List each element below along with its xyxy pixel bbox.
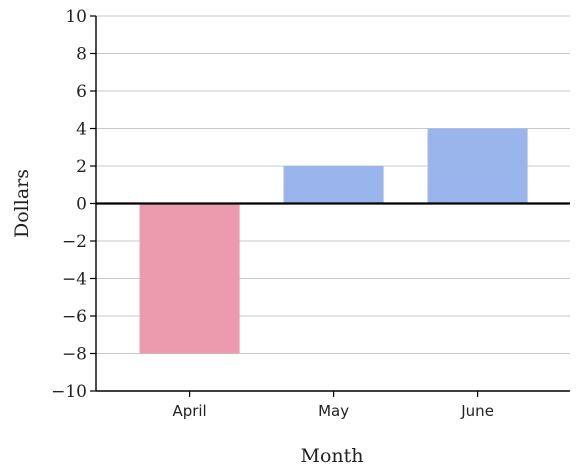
y-tick-label: 10 <box>65 7 87 27</box>
y-tick-label: −6 <box>62 307 87 327</box>
y-axis-title: Dollars <box>11 169 33 238</box>
bar-june <box>427 128 528 204</box>
bar-may <box>283 166 384 204</box>
x-axis-title: Month <box>300 445 363 467</box>
y-tick-label: 6 <box>76 82 87 102</box>
x-tick-label: April <box>172 402 206 420</box>
y-tick-labels: 10 8 6 4 2 0 −2 −4 −6 −8 −10 <box>51 7 96 402</box>
y-tick-label: −2 <box>62 232 87 252</box>
y-tick-label: 4 <box>76 120 87 140</box>
x-tick-labels: April May June <box>172 391 494 420</box>
bars-group <box>139 128 528 354</box>
y-tick-label: 8 <box>76 45 87 65</box>
y-tick-label: −4 <box>62 270 87 290</box>
bar-april <box>139 203 240 354</box>
y-tick-label: 0 <box>76 195 87 215</box>
y-tick-label: −8 <box>62 345 87 365</box>
x-tick-label: May <box>318 402 349 420</box>
y-tick-label: 2 <box>76 157 87 177</box>
x-tick-label: June <box>460 402 494 420</box>
y-tick-label: −10 <box>51 382 87 402</box>
